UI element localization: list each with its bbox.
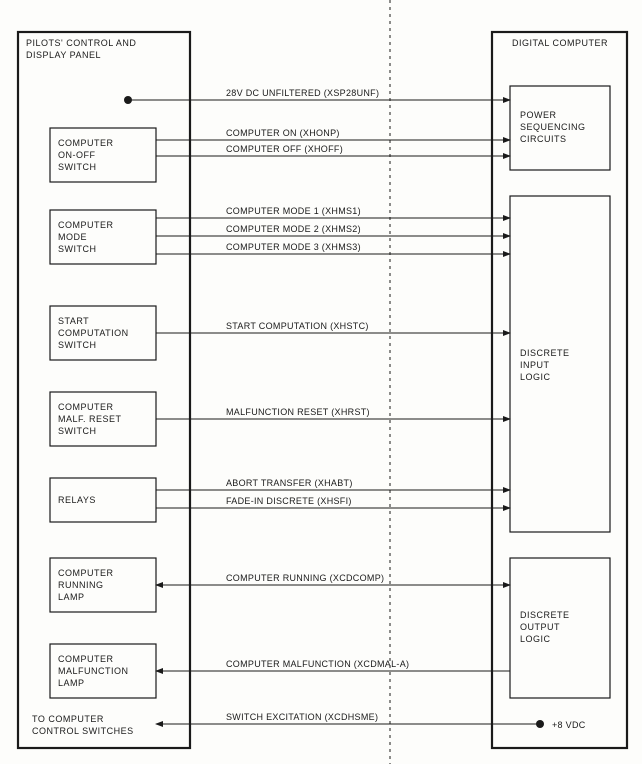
sig-label-1: COMPUTER ON (XHONP) <box>226 128 340 138</box>
box-dout-l1: DISCRETE <box>520 610 570 620</box>
bottom-l1: TO COMPUTER <box>32 714 104 724</box>
box-din-l3: LOGIC <box>520 372 551 382</box>
box-mode-l1: COMPUTER <box>58 220 114 230</box>
box-din-l2: INPUT <box>520 360 550 370</box>
box-start-l2: COMPUTATION <box>58 328 129 338</box>
sig-label-0: 28V DC UNFILTERED (XSP28UNF) <box>226 88 379 98</box>
box-dout-l2: OUTPUT <box>520 622 560 632</box>
sig-label-4: COMPUTER MODE 2 (XHMS2) <box>226 224 361 234</box>
box-mallamp-l2: MALFUNCTION <box>58 666 129 676</box>
box-malf-l2: MALF. RESET <box>58 414 122 424</box>
sig-label-11: COMPUTER MALFUNCTION (XCDMAL-A) <box>226 659 409 669</box>
box-onoff-l2: ON-OFF <box>58 150 96 160</box>
sig-label-9: FADE-IN DISCRETE (XHSFI) <box>226 496 352 506</box>
label-8v: +8 VDC <box>552 720 586 730</box>
box-mallamp-l3: LAMP <box>58 678 85 688</box>
bottom-l2: CONTROL SWITCHES <box>32 726 134 736</box>
box-runlamp-l2: RUNNING <box>58 580 104 590</box>
box-runlamp-l1: COMPUTER <box>58 568 114 578</box>
box-din-l1: DISCRETE <box>520 348 570 358</box>
box-dout-l3: LOGIC <box>520 634 551 644</box>
left-panel-title1: PILOTS' CONTROL AND <box>26 38 136 48</box>
box-power-l3: CIRCUITS <box>520 134 567 144</box>
sig-label-7: MALFUNCTION RESET (XHRST) <box>226 407 370 417</box>
sig-label-3: COMPUTER MODE 1 (XHMS1) <box>226 206 361 216</box>
box-start-l3: SWITCH <box>58 340 97 350</box>
box-runlamp-l3: LAMP <box>58 592 85 602</box>
dot-8v <box>536 720 544 728</box>
right-panel-title: DIGITAL COMPUTER <box>512 38 608 48</box>
sig-label-10: COMPUTER RUNNING (XCDCOMP) <box>226 573 384 583</box>
box-mode-l3: SWITCH <box>58 244 97 254</box>
sig-label-8: ABORT TRANSFER (XHABT) <box>226 478 353 488</box>
box-malf-l3: SWITCH <box>58 426 97 436</box>
box-relays-l1: RELAYS <box>58 495 96 505</box>
box-power-l1: POWER <box>520 110 557 120</box>
sig-label-12: SWITCH EXCITATION (XCDHSME) <box>226 712 378 722</box>
box-onoff-l3: SWITCH <box>58 162 97 172</box>
box-mallamp-l1: COMPUTER <box>58 654 114 664</box>
sig-label-6: START COMPUTATION (XHSTC) <box>226 321 369 331</box>
box-mode-l2: MODE <box>58 232 87 242</box>
left-panel-title2: DISPLAY PANEL <box>26 50 101 60</box>
box-onoff-l1: COMPUTER <box>58 138 114 148</box>
box-power-l2: SEQUENCING <box>520 122 586 132</box>
box-start-l1: START <box>58 316 89 326</box>
box-malf-l1: COMPUTER <box>58 402 114 412</box>
diagram-canvas: PILOTS' CONTROL AND DISPLAY PANEL DIGITA… <box>0 0 642 764</box>
sig-label-2: COMPUTER OFF (XHOFF) <box>226 144 343 154</box>
sig-label-5: COMPUTER MODE 3 (XHMS3) <box>226 242 361 252</box>
